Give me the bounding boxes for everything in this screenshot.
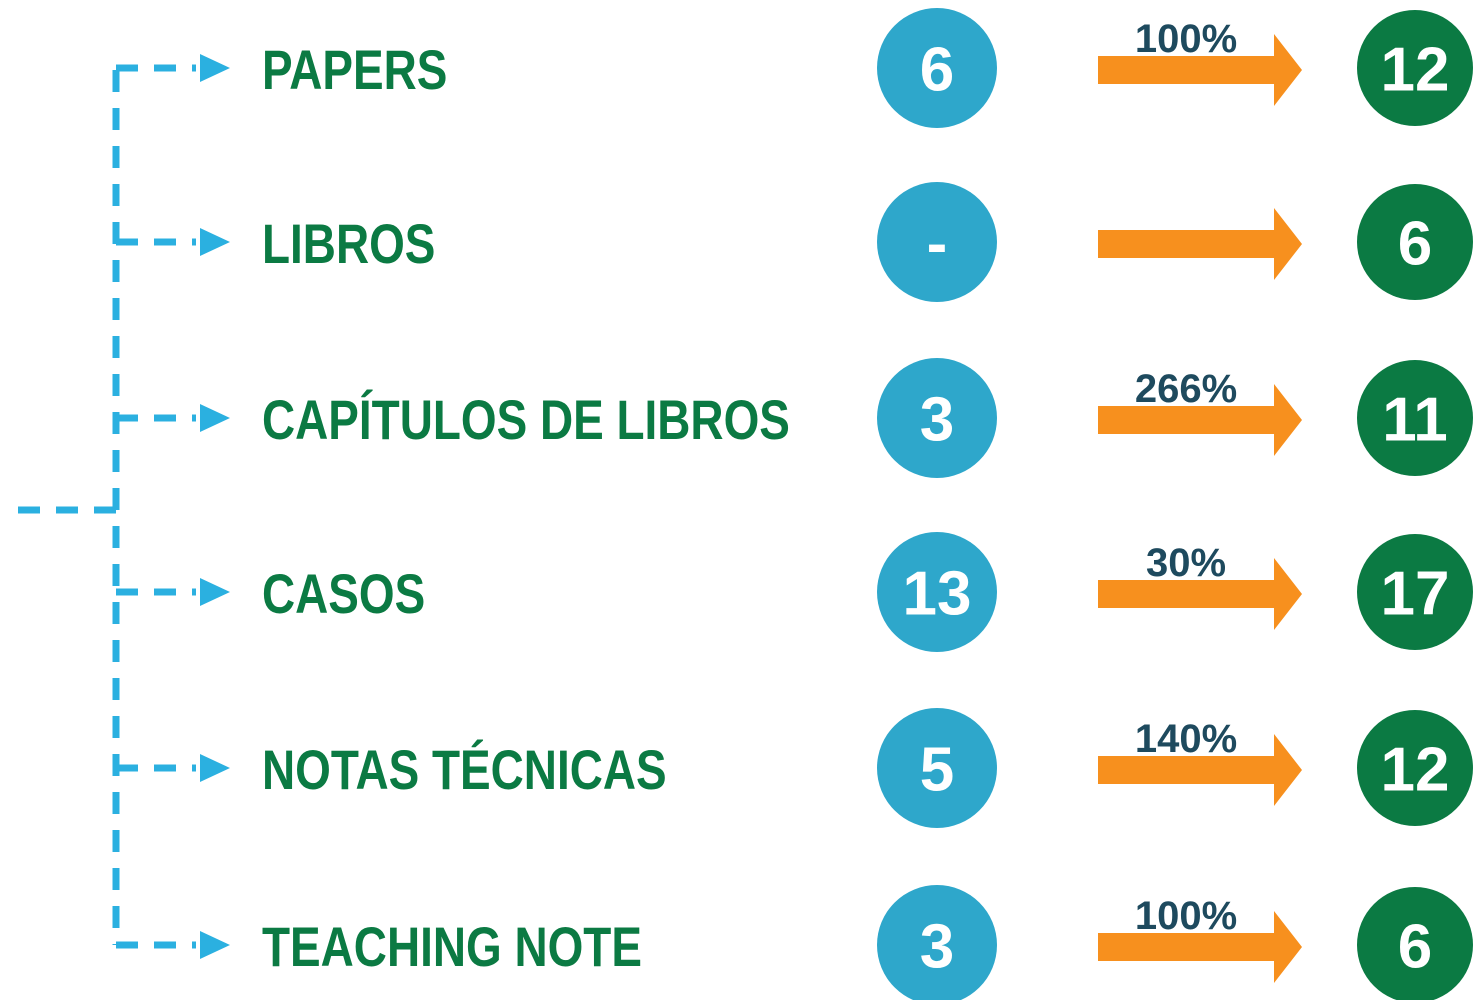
after-circle: [1357, 360, 1473, 476]
after-circle: [1357, 184, 1473, 300]
before-circle: [877, 8, 997, 128]
before-circle: [877, 358, 997, 478]
branch-arrowhead: [200, 754, 230, 782]
before-circle: [877, 885, 997, 1000]
row-label-group: TEACHING NOTE: [262, 916, 642, 978]
growth-arrow: [1098, 34, 1302, 106]
after-circle: [1357, 887, 1473, 1000]
before-value: 3: [920, 913, 954, 982]
row-label: PAPERS: [262, 39, 447, 101]
row-label: NOTAS TÉCNICAS: [262, 739, 667, 801]
growth-arrow: [1098, 208, 1302, 280]
row-label-group: CASOS: [262, 563, 425, 625]
growth-arrow: [1098, 734, 1302, 806]
row-label: CASOS: [262, 563, 425, 625]
before-value: -: [927, 210, 948, 279]
growth-percent: 30%: [1146, 541, 1226, 585]
after-value: 6: [1398, 913, 1432, 982]
branch-arrowhead: [200, 228, 230, 256]
growth-arrow: [1098, 911, 1302, 983]
growth-percent: 140%: [1135, 717, 1237, 761]
before-value: 3: [920, 386, 954, 455]
after-circle: [1357, 10, 1473, 126]
after-value: 6: [1398, 210, 1432, 279]
growth-arrow: [1098, 558, 1302, 630]
after-value: 12: [1381, 736, 1450, 805]
branch-arrowhead: [200, 578, 230, 606]
after-value: 12: [1381, 36, 1450, 105]
growth-arrow: [1098, 384, 1302, 456]
branch-arrowhead: [200, 54, 230, 82]
row-label-group: LIBROS: [262, 213, 435, 275]
branch-arrowhead: [200, 404, 230, 432]
row-label-group: NOTAS TÉCNICAS: [262, 739, 667, 801]
before-value: 5: [920, 736, 954, 805]
before-value: 13: [903, 560, 972, 629]
before-circle: [877, 532, 997, 652]
after-circle: [1357, 710, 1473, 826]
row-label-group: CAPÍTULOS DE LIBROS: [262, 389, 790, 451]
after-value: 11: [1382, 386, 1448, 455]
after-circle: [1357, 534, 1473, 650]
growth-percent: 266%: [1135, 367, 1237, 411]
growth-percent: 100%: [1135, 894, 1237, 938]
row-label: CAPÍTULOS DE LIBROS: [262, 389, 790, 451]
row-label: LIBROS: [262, 213, 435, 275]
row-label-group: PAPERS: [262, 39, 447, 101]
before-circle: [877, 182, 997, 302]
after-value: 17: [1381, 560, 1450, 629]
growth-percent: 100%: [1135, 17, 1237, 61]
branch-arrowhead: [200, 931, 230, 959]
before-value: 6: [920, 36, 954, 105]
row-label: TEACHING NOTE: [262, 916, 642, 978]
before-circle: [877, 708, 997, 828]
